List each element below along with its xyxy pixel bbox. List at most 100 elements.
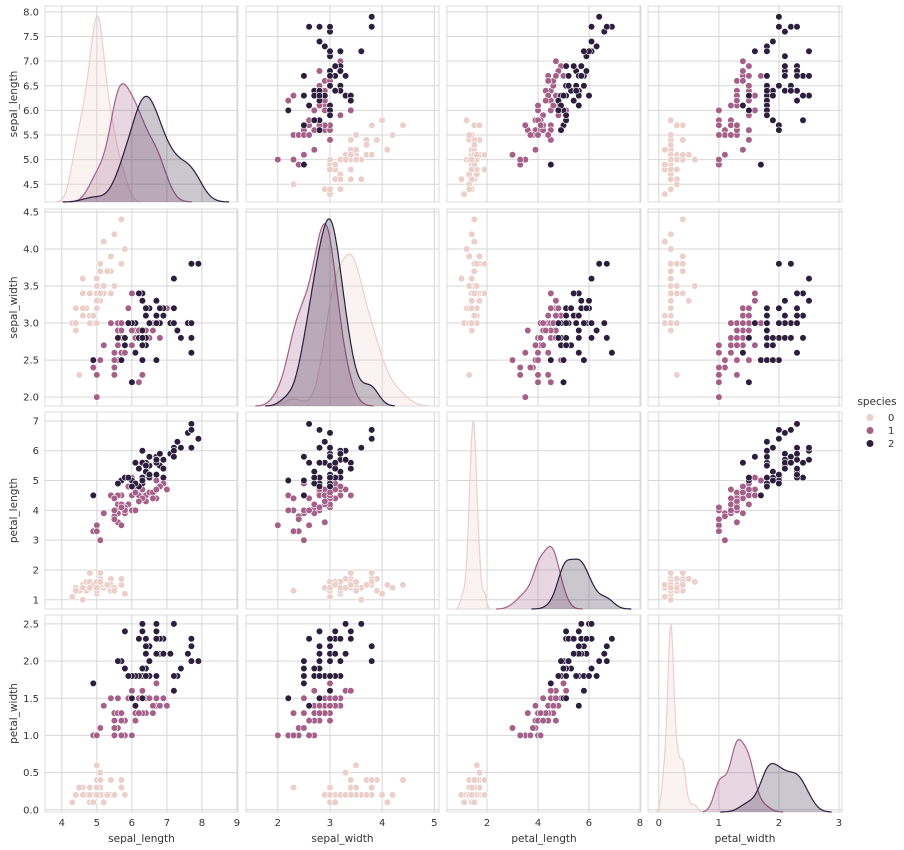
data-point-species-2	[152, 456, 160, 464]
data-point-species-1	[534, 371, 542, 379]
x-axis-label: petal_length	[511, 833, 576, 845]
data-point-species-1	[135, 709, 143, 717]
data-point-species-1	[715, 378, 723, 386]
data-point-species-0	[93, 297, 101, 305]
data-point-species-2	[763, 462, 771, 470]
data-point-species-2	[336, 657, 345, 665]
data-point-species-0	[679, 289, 687, 298]
data-point-species-1	[536, 709, 545, 717]
data-point-species-2	[138, 694, 146, 702]
data-point-species-1	[727, 121, 735, 129]
data-point-species-2	[347, 96, 355, 105]
data-point-species-1	[745, 312, 753, 320]
data-point-species-0	[470, 289, 478, 298]
data-point-species-2	[194, 657, 202, 665]
data-point-species-2	[194, 260, 202, 268]
data-point-species-2	[177, 334, 185, 342]
data-point-species-0	[463, 245, 471, 253]
data-point-species-0	[667, 289, 675, 298]
data-point-species-1	[547, 378, 555, 386]
data-point-species-1	[284, 506, 292, 515]
x-axis-label: sepal_length	[108, 833, 175, 845]
data-point-species-2	[321, 42, 329, 51]
data-point-species-2	[310, 116, 318, 124]
data-point-species-2	[595, 260, 603, 268]
kde-line-species-2	[62, 95, 229, 203]
data-point-species-0	[679, 260, 687, 268]
data-point-species-0	[667, 569, 675, 577]
data-point-species-2	[315, 444, 324, 452]
data-point-species-1	[751, 289, 759, 298]
data-point-species-2	[331, 62, 339, 70]
data-point-species-1	[114, 694, 122, 702]
data-point-species-2	[763, 87, 771, 95]
data-point-species-2	[177, 664, 185, 673]
data-point-species-2	[177, 444, 185, 452]
data-point-species-2	[793, 450, 801, 458]
data-point-species-2	[368, 435, 376, 443]
data-point-species-2	[775, 356, 783, 364]
data-point-species-2	[315, 426, 324, 434]
data-point-species-0	[93, 783, 101, 792]
data-point-species-1	[524, 709, 532, 717]
data-point-species-1	[715, 349, 723, 357]
data-point-species-2	[575, 702, 583, 710]
data-point-species-2	[559, 664, 568, 673]
data-point-species-2	[326, 642, 334, 650]
x-tick-label: 3	[836, 818, 842, 829]
data-point-species-2	[763, 482, 771, 491]
data-point-species-2	[184, 650, 192, 658]
data-point-species-0	[117, 581, 125, 589]
data-point-species-2	[799, 116, 807, 124]
data-point-species-2	[547, 356, 555, 364]
data-point-species-0	[93, 304, 101, 312]
data-point-species-2	[326, 672, 334, 680]
data-point-species-2	[587, 23, 596, 31]
data-point-species-1	[721, 131, 729, 139]
data-point-species-2	[145, 471, 153, 479]
data-point-species-0	[691, 282, 699, 290]
data-point-species-0	[347, 175, 355, 183]
data-point-species-1	[745, 126, 753, 134]
data-point-species-2	[769, 444, 777, 452]
data-point-species-2	[739, 349, 747, 357]
data-point-species-1	[531, 702, 540, 710]
data-point-species-0	[470, 238, 478, 246]
data-point-species-1	[300, 709, 308, 717]
data-point-species-2	[138, 620, 146, 628]
data-point-species-2	[300, 453, 308, 461]
data-point-species-2	[595, 13, 603, 21]
data-point-species-0	[79, 596, 87, 604]
data-point-species-1	[347, 687, 355, 695]
legend-label: 0	[888, 413, 894, 424]
data-point-species-0	[289, 180, 298, 188]
data-point-species-2	[357, 444, 365, 452]
data-point-species-1	[347, 491, 355, 500]
data-point-species-0	[68, 593, 76, 601]
data-point-species-2	[580, 687, 588, 695]
data-point-species-2	[284, 694, 292, 702]
data-point-species-1	[100, 341, 108, 349]
data-point-species-1	[326, 702, 334, 710]
data-point-species-1	[526, 131, 535, 139]
data-point-species-0	[399, 776, 407, 784]
data-point-species-1	[274, 156, 282, 164]
data-point-species-2	[300, 72, 308, 80]
data-point-species-0	[468, 275, 476, 283]
data-point-species-2	[570, 650, 578, 658]
data-point-species-2	[580, 319, 588, 327]
data-point-species-0	[685, 575, 693, 583]
data-point-species-2	[321, 438, 329, 446]
data-point-species-2	[89, 356, 97, 364]
data-point-species-2	[799, 312, 807, 320]
y-tick-label: 1.0	[23, 731, 39, 742]
data-point-species-1	[107, 694, 115, 702]
legend-marker-species-2	[866, 440, 874, 447]
data-point-species-1	[516, 363, 524, 372]
data-point-species-1	[547, 304, 555, 312]
data-point-species-2	[793, 72, 801, 80]
data-point-species-1	[163, 702, 171, 710]
data-point-species-0	[468, 783, 476, 792]
y-tick-label: 6.0	[23, 106, 39, 117]
data-point-species-0	[661, 146, 669, 154]
